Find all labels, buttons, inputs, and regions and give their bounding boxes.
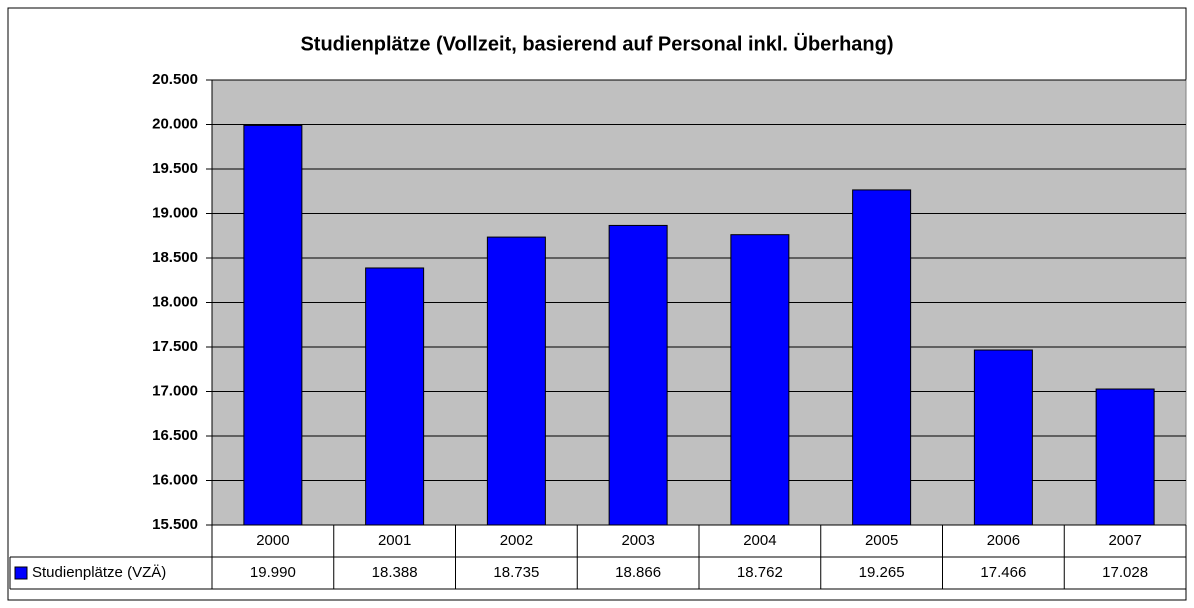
y-tick-label: 19.500: [152, 160, 198, 177]
data-table-value: 17.466: [980, 564, 1026, 581]
y-tick-label: 19.000: [152, 204, 198, 221]
data-table-value: 19.265: [859, 564, 905, 581]
y-tick-label: 20.500: [152, 71, 198, 88]
x-tick-label: 2005: [865, 532, 898, 549]
x-tick-label: 2006: [987, 532, 1020, 549]
x-tick-label: 2000: [256, 532, 289, 549]
y-tick-label: 18.500: [152, 249, 198, 266]
data-table-value: 17.028: [1102, 564, 1148, 581]
data-table-value: 18.866: [615, 564, 661, 581]
bar: [486, 236, 546, 526]
y-tick-label: 17.500: [152, 338, 198, 355]
y-tick-label: 16.500: [152, 427, 198, 444]
bar: [973, 349, 1033, 526]
x-tick-label: 2001: [378, 532, 411, 549]
bar: [243, 124, 303, 526]
x-tick-label: 2007: [1108, 532, 1141, 549]
bar: [730, 234, 790, 526]
data-table-value: 18.388: [372, 564, 418, 581]
y-tick-label: 18.000: [152, 293, 198, 310]
y-tick-label: 15.500: [152, 516, 198, 533]
bar: [608, 224, 668, 526]
chart-title: Studienplätze (Vollzeit, basierend auf P…: [300, 32, 893, 55]
y-tick-label: 16.000: [152, 471, 198, 488]
data-table-value: 18.762: [737, 564, 783, 581]
legend-label: Studienplätze (VZÄ): [32, 564, 166, 581]
x-tick-label: 2004: [743, 532, 776, 549]
y-tick-label: 17.000: [152, 382, 198, 399]
data-table-value: 18.735: [493, 564, 539, 581]
legend-swatch: [14, 566, 28, 580]
data-table-value: 19.990: [250, 564, 296, 581]
x-tick-label: 2003: [621, 532, 654, 549]
bar: [365, 267, 425, 526]
y-tick-label: 20.000: [152, 115, 198, 132]
bar: [1095, 388, 1155, 526]
x-tick-label: 2002: [500, 532, 533, 549]
bar: [852, 189, 912, 526]
